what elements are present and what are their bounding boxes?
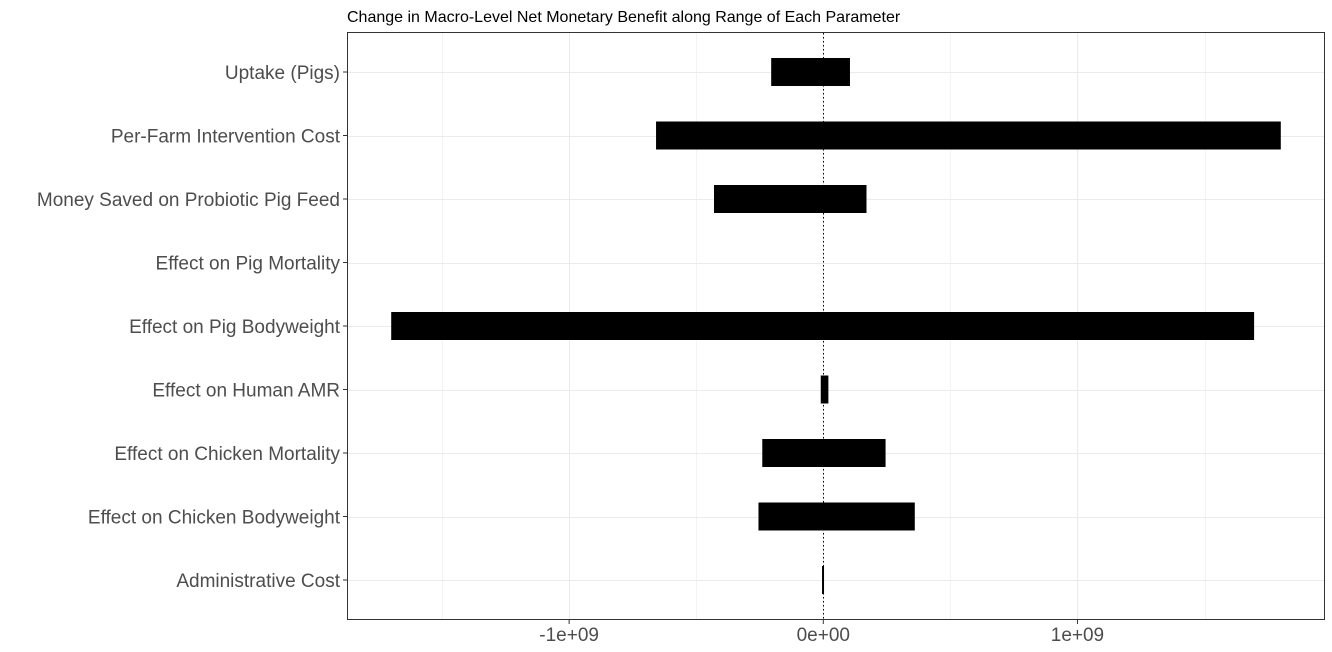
y-tick-label: Effect on Chicken Mortality — [114, 444, 340, 465]
bar — [822, 566, 825, 594]
y-tick-label: Money Saved on Probiotic Pig Feed — [37, 190, 340, 211]
y-tick-label: Effect on Human AMR — [152, 381, 340, 402]
y-tick-label: Per-Farm Intervention Cost — [111, 127, 341, 148]
bar — [391, 312, 1255, 340]
bar — [656, 121, 1281, 150]
bar — [714, 185, 867, 213]
y-tick-label: Effect on Pig Mortality — [156, 254, 341, 275]
x-axis: -1e+09 0e+00 1e+09 — [539, 619, 1104, 646]
bars — [391, 58, 1281, 594]
bar — [771, 58, 850, 86]
x-tick-label: -1e+09 — [539, 625, 599, 646]
bar — [758, 502, 915, 531]
x-tick-label: 0e+00 — [797, 625, 850, 646]
y-tick-label: Uptake (Pigs) — [225, 63, 340, 84]
y-axis: Uptake (Pigs) Per-Farm Intervention Cost M… — [37, 63, 348, 592]
y-tick-label: Administrative Cost — [176, 571, 340, 592]
x-tick-label: 1e+09 — [1051, 625, 1104, 646]
chart-title: Change in Macro-Level Net Monetary Benef… — [347, 9, 901, 26]
bar — [820, 375, 829, 404]
y-tick-label: Effect on Chicken Bodyweight — [88, 508, 341, 529]
y-tick-label: Effect on Pig Bodyweight — [129, 317, 341, 338]
